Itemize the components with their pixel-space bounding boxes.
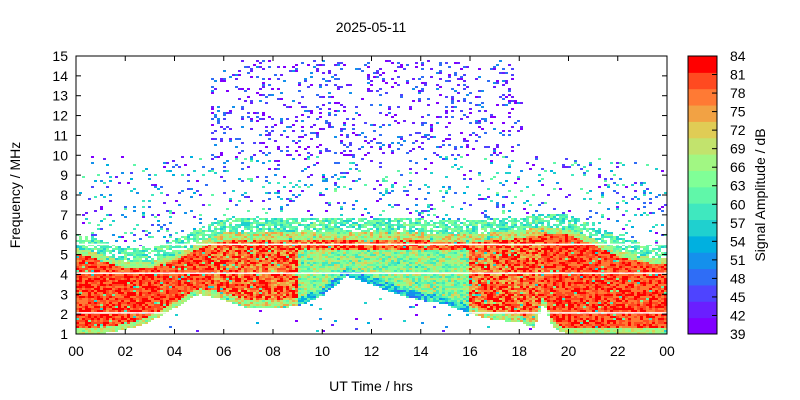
interference-gap	[76, 312, 667, 314]
y-tick-label: 10	[52, 147, 68, 163]
x-tick-label: 04	[167, 343, 183, 359]
x-tick-label: 00	[659, 343, 675, 359]
x-tick-label: 00	[68, 343, 84, 359]
colorbar-swatch	[688, 301, 717, 319]
x-tick-label: 08	[265, 343, 281, 359]
colorbar-tick-label: 66	[730, 159, 746, 175]
y-tick-label: 14	[52, 68, 68, 84]
x-tick-label: 02	[117, 343, 133, 359]
colorbar-tick-label: 60	[730, 196, 746, 212]
y-tick-label: 15	[52, 48, 68, 64]
colorbar-tick-label: 57	[730, 215, 746, 231]
colorbar-tick-label: 72	[730, 122, 746, 138]
x-tick-label: 18	[511, 343, 527, 359]
colorbar-tick-label: 69	[730, 141, 746, 157]
x-tick-label: 14	[413, 343, 429, 359]
colorbar-swatch	[688, 268, 717, 286]
colorbar-swatch	[688, 284, 717, 302]
x-tick-label: 10	[314, 343, 330, 359]
chart-title: 2025-05-11	[336, 19, 407, 35]
colorbar-tick-label: 84	[730, 48, 746, 64]
interference-gap	[76, 243, 667, 246]
colorbar-swatch	[688, 170, 717, 188]
colorbar-tick-label: 48	[730, 270, 746, 286]
colorbar-swatch	[688, 105, 717, 122]
y-tick-label: 13	[52, 88, 68, 104]
colorbar-frame	[687, 55, 718, 335]
colorbar-swatch	[688, 186, 717, 204]
colorbar: 84 81 78 75 72 69 66 63 60 57 54 51 48 45 42 39	[687, 48, 746, 342]
colorbar-swatch	[688, 252, 717, 270]
colorbar-swatch	[688, 154, 717, 171]
x-tick-label: 20	[561, 343, 577, 359]
colorbar-swatch	[688, 235, 717, 253]
colorbar-swatch	[688, 137, 717, 155]
x-axis-label: UT Time / hrs	[329, 378, 413, 394]
colorbar-tick-label: 39	[730, 326, 746, 342]
y-tick-label: 7	[60, 207, 68, 223]
colorbar-swatch	[688, 317, 717, 335]
y-tick-label: 5	[60, 247, 68, 263]
colorbar-tick-label: 63	[730, 178, 746, 194]
x-tick-label: 16	[462, 343, 478, 359]
y-tick-label: 12	[52, 108, 68, 124]
colorbar-swatch	[688, 56, 717, 73]
y-tick-label: 6	[60, 227, 68, 243]
x-tick-label: 06	[216, 343, 232, 359]
colorbar-tick-label: 54	[730, 233, 746, 249]
colorbar-swatch	[688, 219, 717, 237]
y-tick-label: 11	[53, 127, 68, 143]
colorbar-tick-label: 42	[730, 307, 746, 323]
y-tick-label: 4	[60, 266, 68, 282]
colorbar-tick-label: 51	[730, 252, 746, 268]
colorbar-tick-label: 75	[730, 104, 746, 120]
x-tick-label: 22	[610, 343, 626, 359]
plot-area	[76, 56, 667, 334]
y-tick-label: 2	[60, 306, 68, 322]
y-tick-label: 9	[60, 167, 68, 183]
colorbar-swatch	[688, 121, 717, 139]
colorbar-swatch	[688, 72, 717, 90]
y-tick-label: 1	[60, 326, 68, 342]
colorbar-label: Signal Amplitude / dB	[752, 128, 768, 261]
y-tick-label: 8	[60, 187, 68, 203]
interference-gap	[76, 272, 667, 274]
colorbar-tick-label: 78	[730, 85, 746, 101]
colorbar-swatch	[688, 203, 717, 221]
x-tick-label: 12	[364, 343, 380, 359]
colorbar-tick-label: 45	[730, 289, 746, 305]
colorbar-tick-label: 81	[730, 67, 746, 83]
y-tick-label: 3	[60, 286, 68, 302]
y-axis-label: Frequency / MHz	[7, 142, 23, 249]
colorbar-swatch	[688, 88, 717, 106]
